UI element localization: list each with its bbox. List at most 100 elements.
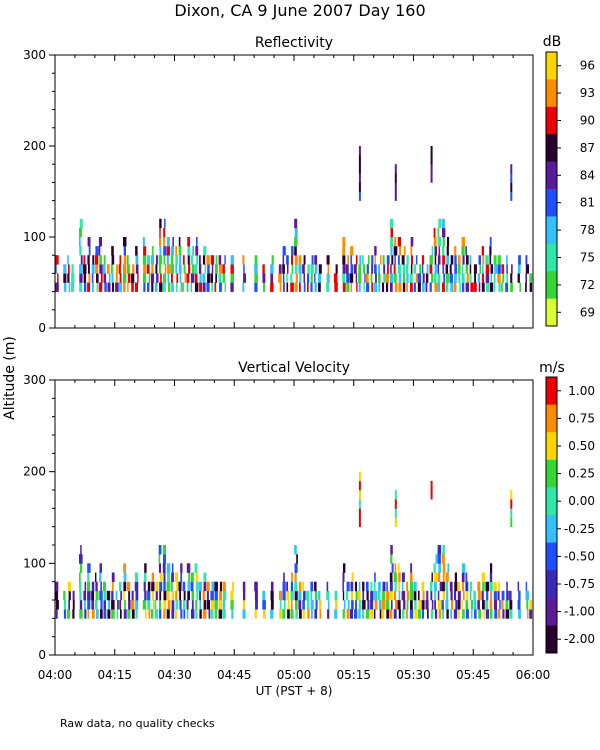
vel-cell xyxy=(417,609,422,619)
refl-cell xyxy=(437,273,441,283)
vel-cell xyxy=(378,581,381,592)
vel-cell xyxy=(490,590,493,601)
vel-cell xyxy=(445,572,449,582)
refl-column xyxy=(501,264,505,292)
refl-cell xyxy=(119,255,122,265)
refl-column xyxy=(115,264,119,292)
vel-elevated-cell xyxy=(358,471,361,482)
refl-cell xyxy=(402,273,405,283)
refl-column xyxy=(517,255,521,292)
vel-cell xyxy=(83,590,87,601)
vel-cell xyxy=(434,590,437,601)
vel-cell xyxy=(437,600,441,610)
vel-cell xyxy=(402,581,404,592)
vel-cell xyxy=(294,572,297,582)
refl-cell xyxy=(68,282,71,292)
refl-cell xyxy=(441,218,445,229)
vel-cell xyxy=(439,581,442,592)
vel-cell xyxy=(385,600,390,610)
vel-cell xyxy=(124,600,126,610)
vel-column xyxy=(72,590,75,619)
vel-cell xyxy=(294,563,298,573)
refl-cell xyxy=(68,264,70,274)
refl-colorbar-segment xyxy=(546,271,557,300)
vel-cell xyxy=(63,609,67,619)
vel-column xyxy=(421,581,425,619)
refl-cell xyxy=(98,237,102,247)
vel-cell xyxy=(134,581,139,592)
vel-column xyxy=(202,572,207,619)
vel-cell xyxy=(470,600,474,610)
refl-cell xyxy=(159,218,162,229)
vel-cell xyxy=(366,609,370,619)
refl-cell xyxy=(494,264,498,274)
refl-colorbar-label: 87 xyxy=(580,141,595,155)
vel-cell xyxy=(453,609,457,619)
refl-column xyxy=(333,264,338,292)
refl-colorbar-segment xyxy=(546,134,557,163)
refl-cell xyxy=(57,273,59,283)
refl-cell xyxy=(350,246,354,256)
vel-cell xyxy=(343,563,346,573)
refl-cell xyxy=(262,264,265,274)
vel-cell xyxy=(457,590,461,601)
x-tick-label: 05:45 xyxy=(456,668,491,682)
refl-cell xyxy=(362,264,366,274)
refl-cell xyxy=(350,273,354,283)
refl-cell xyxy=(180,282,183,292)
refl-cell xyxy=(91,273,94,283)
refl-cell xyxy=(529,273,533,283)
vel-cell xyxy=(128,590,131,601)
vel-cell xyxy=(151,609,154,619)
vel-column xyxy=(445,563,450,619)
vel-elevated-return xyxy=(510,490,513,527)
vel-cell xyxy=(294,590,298,601)
vel-column xyxy=(441,545,446,619)
refl-cell xyxy=(242,255,245,265)
vel-cell xyxy=(210,590,214,601)
vel-column xyxy=(67,581,71,619)
refl-cell xyxy=(417,273,422,283)
refl-cell xyxy=(294,282,298,292)
vel-cell xyxy=(381,609,385,619)
refl-elevated-cell xyxy=(394,191,397,201)
vel-cell xyxy=(477,600,480,610)
refl-cell xyxy=(378,264,381,274)
vel-cell xyxy=(79,581,82,592)
refl-cell xyxy=(142,237,145,247)
refl-cell xyxy=(167,273,170,283)
vel-cell xyxy=(91,581,95,592)
vel-cell xyxy=(154,600,157,610)
vel-cell xyxy=(115,590,118,601)
vel-column xyxy=(477,581,482,619)
vel-cell xyxy=(370,600,374,610)
refl-column xyxy=(94,246,99,292)
vel-cell xyxy=(494,609,498,619)
vel-cell xyxy=(159,572,163,582)
vel-column xyxy=(55,581,59,619)
refl-cell xyxy=(310,273,313,283)
vel-cell xyxy=(120,590,122,601)
refl-colorbar-segment xyxy=(546,216,557,245)
refl-cell xyxy=(127,273,131,283)
vel-cell xyxy=(489,572,493,582)
refl-cell xyxy=(211,264,214,274)
vel-cell xyxy=(111,609,115,619)
refl-cell xyxy=(478,282,481,292)
vel-cell xyxy=(180,609,183,619)
refl-column xyxy=(473,264,477,292)
vel-colorbar-label: 1.00 xyxy=(568,384,595,398)
vel-cell xyxy=(381,600,386,610)
refl-column xyxy=(67,255,71,292)
refl-cell xyxy=(410,264,413,274)
refl-cell xyxy=(222,264,225,274)
vel-cell xyxy=(489,600,493,610)
vel-cell xyxy=(232,581,235,592)
refl-column xyxy=(489,237,494,292)
refl-cell xyxy=(123,246,126,256)
vel-cell xyxy=(345,590,349,601)
refl-cell xyxy=(190,255,193,265)
vel-cell xyxy=(509,600,513,610)
refl-cell xyxy=(287,264,289,274)
refl-cell xyxy=(175,282,178,292)
